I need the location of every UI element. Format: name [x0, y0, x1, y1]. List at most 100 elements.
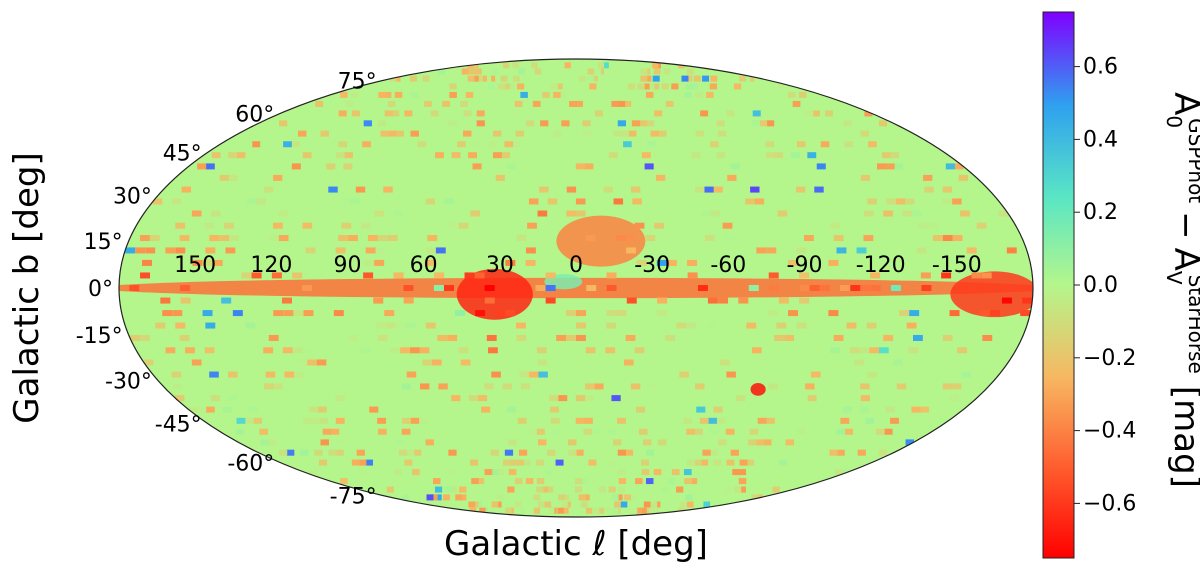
map-cell	[165, 247, 176, 254]
map-cell	[425, 198, 436, 205]
map-cell	[679, 371, 689, 378]
map-cell	[694, 428, 703, 435]
map-cell	[479, 494, 487, 501]
map-cell	[292, 272, 303, 279]
map-cell	[299, 395, 310, 402]
colorbar: 0.6 0.4 0.2 0.0 −0.2 −0.4 −0.6 A0GSPPhot−AVSta…	[1042, 11, 1200, 559]
map-cell	[155, 322, 166, 329]
map-cell	[405, 322, 416, 329]
map-cell	[623, 100, 632, 107]
map-cell	[706, 91, 714, 98]
map-cell	[908, 347, 919, 354]
map-cell	[580, 501, 588, 508]
map-cell	[358, 459, 367, 466]
latitude-tick-label: -75°	[330, 484, 377, 509]
map-cell	[448, 222, 459, 229]
map-cell	[998, 210, 1009, 217]
map-cell	[363, 272, 374, 279]
longitude-tick-label: 0	[569, 253, 583, 278]
map-cell	[528, 428, 537, 435]
map-cell	[1020, 310, 1031, 317]
map-cell	[236, 152, 246, 159]
map-cell	[836, 428, 846, 435]
map-cell	[425, 439, 434, 446]
map-cell	[165, 347, 176, 354]
map-cell	[643, 439, 652, 446]
map-cell	[895, 198, 906, 205]
map-cell	[308, 406, 319, 413]
map-cell	[444, 285, 455, 291]
map-cell	[941, 272, 952, 279]
map-cell	[553, 91, 561, 98]
map-cell	[335, 417, 345, 424]
map-cell	[326, 163, 336, 170]
map-cell	[850, 285, 861, 291]
map-cell	[525, 478, 534, 485]
map-cell	[730, 163, 740, 170]
map-cell	[297, 359, 308, 366]
map-cell	[377, 120, 387, 127]
map-cell	[918, 222, 928, 229]
map-cell	[726, 459, 735, 466]
map-cell	[696, 406, 706, 413]
map-cell	[387, 100, 396, 107]
map-cell	[860, 130, 869, 137]
map-cell	[384, 310, 395, 317]
map-cell	[385, 322, 396, 329]
map-cell	[676, 322, 687, 329]
map-cell	[630, 383, 641, 390]
map-cell	[709, 83, 718, 90]
map-cell	[613, 439, 622, 446]
map-cell	[425, 247, 436, 254]
colorbar-tick-label: −0.6	[1083, 491, 1136, 516]
map-cell	[680, 501, 687, 508]
longitude-tick-label: -150	[932, 253, 982, 278]
map-cell	[278, 210, 288, 217]
map-cell	[774, 334, 785, 341]
map-cell	[738, 478, 747, 485]
map-cell	[538, 439, 547, 446]
map-cell	[345, 100, 354, 107]
map-cell	[615, 235, 626, 242]
map-cell	[516, 83, 525, 90]
map-cell	[204, 347, 215, 354]
map-cell	[578, 75, 586, 82]
map-cell	[989, 310, 1000, 317]
longitude-tick-label: 90	[334, 253, 362, 278]
map-cell	[416, 198, 426, 205]
map-cell	[448, 469, 457, 476]
map-cell	[811, 110, 820, 117]
map-cell	[205, 322, 216, 329]
map-cell	[624, 449, 634, 456]
map-cell	[623, 494, 631, 501]
map-cell	[784, 334, 795, 341]
map-cell	[544, 469, 553, 476]
map-cell	[545, 272, 556, 279]
map-cell	[958, 174, 968, 181]
map-cell	[152, 198, 163, 205]
map-cell	[273, 222, 283, 229]
map-cell	[518, 68, 525, 75]
map-cell	[807, 395, 817, 402]
map-cell	[393, 75, 401, 82]
map-cell	[713, 459, 722, 466]
map-cell	[271, 272, 282, 279]
map-cell	[522, 459, 531, 466]
map-cell	[971, 272, 982, 279]
map-cell	[706, 322, 717, 329]
map-cell	[686, 501, 694, 508]
map-cell	[558, 395, 568, 402]
map-cell	[532, 100, 541, 107]
map-cell	[197, 406, 207, 413]
map-cell	[616, 310, 627, 317]
map-cell	[401, 383, 412, 390]
y-axis-label: Galactic b [deg]	[7, 152, 47, 423]
map-cell	[526, 120, 535, 127]
map-cell	[263, 347, 274, 354]
map-cell	[765, 120, 775, 127]
map-cell	[652, 507, 659, 514]
map-cell	[643, 501, 651, 508]
map-cell	[433, 285, 444, 291]
map-cell	[685, 75, 693, 82]
map-cell	[568, 449, 577, 456]
